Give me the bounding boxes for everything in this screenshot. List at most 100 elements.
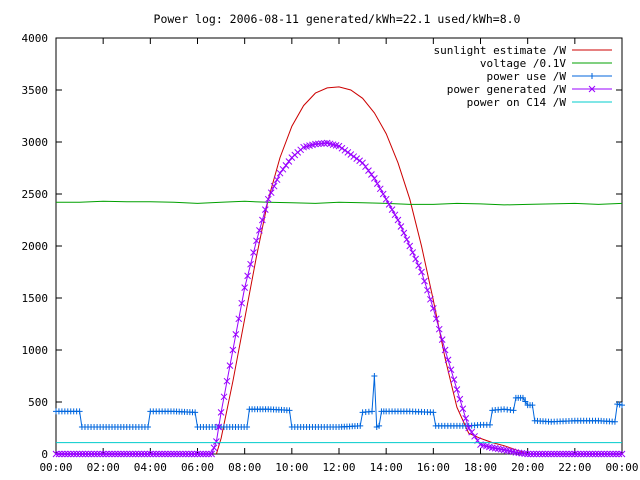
data-point bbox=[173, 450, 181, 458]
data-point bbox=[273, 176, 281, 184]
data-point bbox=[223, 377, 231, 385]
data-point bbox=[547, 450, 555, 458]
data-point bbox=[146, 450, 154, 458]
data-point bbox=[347, 151, 355, 158]
data-point bbox=[285, 158, 293, 165]
data-point bbox=[539, 450, 546, 458]
data-point bbox=[429, 305, 437, 312]
data-point bbox=[244, 423, 251, 430]
data-point bbox=[359, 159, 366, 167]
data-point bbox=[88, 450, 95, 458]
series-3 bbox=[52, 139, 626, 458]
data-point bbox=[205, 450, 213, 458]
y-tick-label: 2500 bbox=[22, 188, 49, 201]
data-point bbox=[213, 438, 220, 445]
x-tick-label: 16:00 bbox=[417, 461, 450, 474]
series-line bbox=[56, 142, 622, 455]
data-point bbox=[450, 376, 458, 383]
data-point bbox=[586, 450, 593, 458]
data-point bbox=[286, 407, 293, 414]
data-point bbox=[282, 162, 290, 169]
y-tick-label: 4000 bbox=[22, 32, 49, 45]
data-point bbox=[592, 450, 599, 458]
data-point bbox=[371, 373, 378, 379]
data-point bbox=[276, 169, 284, 177]
data-point bbox=[199, 450, 207, 458]
data-point bbox=[61, 450, 69, 458]
data-point bbox=[232, 331, 240, 338]
data-point bbox=[486, 421, 493, 428]
data-point bbox=[385, 201, 393, 208]
data-point bbox=[120, 450, 128, 458]
data-point bbox=[338, 144, 346, 152]
data-point bbox=[589, 73, 595, 79]
data-point bbox=[279, 165, 287, 173]
data-point bbox=[397, 223, 405, 230]
data-point bbox=[382, 195, 390, 203]
data-point bbox=[64, 450, 72, 458]
data-point bbox=[149, 450, 157, 458]
x-tick-label: 00:00 bbox=[39, 461, 72, 474]
data-point bbox=[67, 450, 75, 458]
data-point bbox=[412, 255, 419, 263]
data-point bbox=[438, 336, 446, 343]
data-point bbox=[164, 450, 172, 458]
x-tick-label: 04:00 bbox=[134, 461, 167, 474]
data-point bbox=[70, 450, 78, 458]
data-point bbox=[138, 450, 145, 458]
data-point bbox=[577, 450, 585, 458]
data-point bbox=[241, 284, 249, 291]
data-point bbox=[99, 450, 107, 458]
data-point bbox=[259, 216, 266, 224]
x-tick-label: 22:00 bbox=[558, 461, 591, 474]
data-point bbox=[522, 398, 529, 405]
data-point bbox=[403, 236, 411, 243]
data-point bbox=[102, 450, 110, 458]
data-point bbox=[144, 450, 151, 458]
data-point bbox=[179, 450, 187, 458]
data-point bbox=[432, 315, 440, 323]
data-point bbox=[365, 167, 372, 174]
data-point bbox=[415, 262, 422, 269]
data-point bbox=[85, 450, 92, 458]
legend-label: power generated /W bbox=[447, 83, 567, 96]
data-point bbox=[55, 450, 63, 458]
data-point bbox=[471, 432, 478, 440]
data-point bbox=[430, 409, 437, 416]
data-point bbox=[250, 249, 257, 256]
series-2 bbox=[53, 373, 625, 430]
x-tick-label: 14:00 bbox=[370, 461, 403, 474]
data-point bbox=[344, 149, 352, 156]
data-point bbox=[215, 423, 223, 431]
data-point bbox=[192, 409, 199, 416]
data-point bbox=[105, 450, 113, 458]
data-point bbox=[444, 356, 452, 364]
data-point bbox=[468, 428, 476, 436]
data-point bbox=[606, 450, 614, 458]
data-point bbox=[544, 450, 552, 458]
data-point bbox=[462, 415, 470, 422]
data-point bbox=[76, 408, 83, 415]
data-point bbox=[176, 450, 184, 458]
data-point bbox=[155, 450, 163, 458]
data-point bbox=[619, 402, 625, 409]
data-point bbox=[353, 155, 361, 162]
x-tick-label: 06:00 bbox=[181, 461, 214, 474]
data-point bbox=[379, 190, 387, 198]
y-tick-label: 3000 bbox=[22, 136, 49, 149]
data-point bbox=[369, 408, 376, 415]
data-point bbox=[315, 140, 322, 148]
data-point bbox=[312, 140, 319, 148]
legend-label: sunlight estimate /W bbox=[434, 44, 567, 57]
data-point bbox=[93, 450, 101, 458]
data-point bbox=[161, 450, 169, 458]
data-point bbox=[123, 450, 131, 458]
y-tick-label: 500 bbox=[28, 396, 48, 409]
y-tick-label: 3500 bbox=[22, 84, 49, 97]
data-point bbox=[562, 450, 570, 458]
data-point bbox=[583, 450, 590, 458]
data-point bbox=[253, 237, 260, 245]
data-point bbox=[465, 424, 473, 432]
data-point bbox=[141, 450, 148, 458]
data-point bbox=[568, 450, 576, 458]
